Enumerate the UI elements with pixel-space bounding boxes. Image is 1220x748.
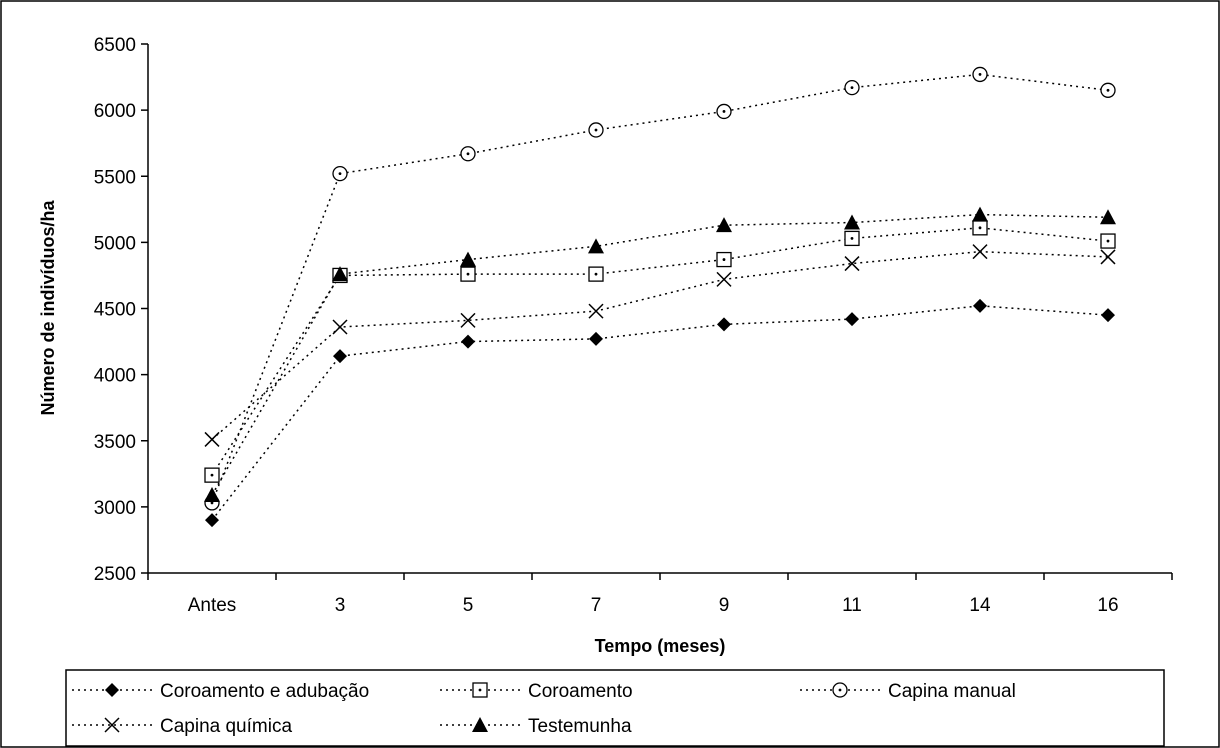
x-tick-label: 11	[842, 595, 862, 616]
y-tick-label: 6500	[94, 35, 136, 56]
legend-label: Capina química	[160, 716, 292, 737]
x-axis-title: Tempo (meses)	[595, 636, 726, 656]
series-4-point	[588, 303, 604, 319]
series-1-point	[973, 298, 987, 313]
series-2-point	[972, 220, 988, 236]
x-tick-label: 5	[463, 595, 474, 616]
series-5-line	[211, 213, 1109, 496]
series-4-point	[844, 256, 860, 272]
series-4-line	[211, 250, 1109, 440]
y-tick-label: 5000	[94, 233, 136, 254]
series-5-point	[844, 214, 860, 230]
series-2-point	[460, 266, 476, 282]
series-1-point	[589, 331, 603, 346]
legend-marker	[472, 682, 488, 698]
series-3-point	[1100, 82, 1116, 98]
y-tick-label: 4500	[94, 300, 136, 321]
series-1-point	[333, 349, 347, 364]
legend-label: Testemunha	[528, 716, 632, 737]
series-1-point	[461, 334, 475, 349]
axes: 2500 3000 3500 4000 4500 5000 5500 6000 6500 Ante…	[94, 35, 1173, 616]
y-tick-label: 3500	[94, 432, 136, 453]
series-markers	[204, 66, 1116, 528]
series-5-point	[204, 486, 220, 502]
legend-marker	[832, 682, 848, 698]
legend-marker	[104, 717, 120, 733]
series-2-point	[1100, 233, 1116, 249]
series-1-point	[717, 317, 731, 332]
series-1-point	[845, 312, 859, 327]
series-5-point	[972, 206, 988, 222]
series-3-point	[460, 146, 476, 162]
series-3-point	[588, 122, 604, 138]
x-tick-label: 9	[719, 595, 730, 616]
series-2-point	[844, 230, 860, 247]
x-tick-label: 16	[1097, 595, 1118, 616]
legend-label: Coroamento	[528, 681, 633, 702]
series-3-point	[716, 103, 732, 120]
series-2-point	[204, 467, 220, 483]
series-4-point	[716, 271, 732, 287]
y-tick-label: 4000	[94, 366, 136, 387]
series-4-point	[460, 312, 476, 328]
series-2-line	[211, 227, 1109, 476]
legend-item: Capina química	[72, 716, 292, 737]
series-1-point	[205, 513, 219, 528]
y-axis-title: Número de indivíduos/ha	[38, 200, 58, 416]
legend-marker	[472, 717, 488, 732]
series-lines	[211, 73, 1109, 521]
series-1-line	[211, 305, 1109, 521]
legend-label: Capina manual	[888, 681, 1016, 702]
series-5-point	[588, 238, 604, 254]
series-5-point	[460, 251, 476, 267]
legend-item: Coroamento e adubação	[72, 681, 369, 702]
series-5-point	[332, 266, 348, 282]
y-tick-label: 5500	[94, 167, 136, 188]
x-tick-label: 7	[591, 595, 602, 616]
series-5-point	[716, 217, 732, 233]
y-tick-label: 6000	[94, 101, 136, 122]
series-4-point	[1100, 249, 1116, 265]
legend-item: Testemunha	[440, 716, 632, 737]
series-5-point	[1100, 209, 1116, 225]
series-2-point	[588, 266, 604, 282]
series-4-point	[332, 319, 348, 335]
series-3-point	[332, 165, 348, 182]
x-tick-label: 3	[335, 595, 346, 616]
legend-item: Coroamento	[440, 681, 633, 702]
legend: Coroamento e adubação Coroamento Capina ma…	[72, 681, 1016, 737]
legend-box	[65, 669, 1165, 747]
series-4-point	[972, 244, 988, 260]
legend-label: Coroamento e adubação	[160, 681, 369, 702]
series-1-point	[1101, 308, 1115, 323]
series-3-point	[972, 66, 988, 83]
legend-item: Capina manual	[800, 681, 1016, 702]
x-tick-label: 14	[969, 595, 991, 616]
series-3-line	[211, 73, 1109, 504]
series-4-point	[204, 431, 220, 447]
legend-marker	[105, 683, 119, 697]
series-2-point	[716, 251, 732, 268]
series-3-point	[844, 79, 860, 96]
y-tick-label: 3000	[94, 498, 136, 519]
y-tick-label: 2500	[94, 564, 136, 585]
x-tick-label: Antes	[188, 595, 237, 616]
